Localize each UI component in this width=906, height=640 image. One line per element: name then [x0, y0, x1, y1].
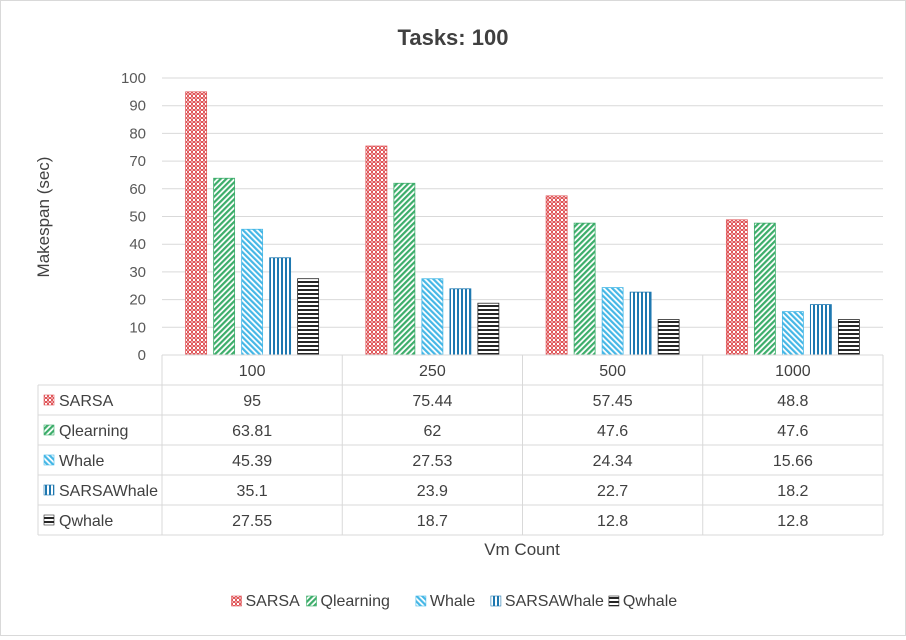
table-cell: 48.8	[777, 393, 808, 410]
table-cell: 57.45	[593, 393, 633, 410]
y-tick-label: 20	[129, 292, 146, 309]
table-cell: 45.39	[232, 453, 272, 470]
table-cell: 18.7	[417, 513, 448, 530]
table-series-name: Whale	[59, 453, 104, 470]
bar-qlearning-1000	[753, 222, 776, 356]
table-cell: 22.7	[597, 483, 628, 500]
bar-whale-500	[601, 287, 624, 356]
table-series-name: Qlearning	[59, 423, 128, 440]
bar-qlearning-250	[393, 182, 416, 356]
table-cell: 18.2	[777, 483, 808, 500]
legend-item: SARSA	[231, 593, 301, 610]
bar-qwhale-250	[477, 302, 500, 356]
table-cell: 12.8	[597, 513, 628, 530]
y-axis-label: Makespan (sec)	[34, 157, 53, 278]
bar-qlearning-500	[573, 222, 596, 356]
legend-label: Whale	[430, 593, 475, 610]
legend: SARSA Qlearning Whale SARSAWhale Qwhale	[231, 593, 677, 610]
legend-key	[608, 595, 620, 607]
legend-label: SARSAWhale	[505, 593, 604, 610]
legend-item: Qlearning	[306, 593, 390, 610]
bar-sarsawhale-500	[629, 291, 652, 356]
legend-label: Qlearning	[321, 593, 390, 610]
bar-sarsa-1000	[725, 219, 748, 356]
bar-whale-1000	[781, 311, 804, 356]
bar-sarsa-250	[365, 145, 388, 356]
bar-qwhale-100	[297, 278, 320, 356]
legend-item: SARSAWhale	[490, 593, 604, 610]
legend-key	[490, 595, 502, 607]
bars	[185, 91, 860, 356]
y-tick-label: 0	[138, 347, 146, 364]
table-cell: 27.55	[232, 513, 272, 530]
bar-sarsa-500	[545, 195, 568, 356]
y-tick-label: 100	[121, 70, 146, 87]
table-series-name: Qwhale	[59, 513, 113, 530]
legend-key	[306, 595, 317, 607]
x-tick-label: 1000	[775, 363, 811, 380]
x-tick-label: 100	[239, 363, 266, 380]
legend-key	[231, 595, 242, 607]
table-cell: 95	[243, 393, 261, 410]
legend-item: Whale	[415, 593, 475, 610]
table-series-name: SARSA	[59, 393, 114, 410]
bar-sarsawhale-1000	[809, 304, 832, 356]
y-tick-label: 50	[129, 209, 146, 226]
bar-sarsawhale-250	[449, 288, 472, 356]
table-legend-key	[43, 484, 55, 496]
bar-whale-100	[241, 228, 264, 356]
y-tick-label: 90	[129, 98, 146, 115]
y-tick-label: 10	[129, 319, 146, 336]
y-tick-label: 80	[129, 125, 146, 142]
table-cell: 47.6	[597, 423, 628, 440]
y-tick-label: 40	[129, 236, 146, 253]
x-tick-label: 250	[419, 363, 446, 380]
bar-sarsa-100	[185, 91, 208, 356]
table-cell: 63.81	[232, 423, 272, 440]
table-cell: 23.9	[417, 483, 448, 500]
table-cell: 27.53	[412, 453, 452, 470]
chart-title: Tasks: 100	[398, 25, 509, 50]
bar-qwhale-500	[657, 319, 680, 356]
table-cell: 12.8	[777, 513, 808, 530]
data-table: 100 250 500 1000 SARSA 95 75.44 57.45 48.8 Qlearn…	[37, 354, 884, 536]
table-cell: 75.44	[412, 393, 452, 410]
table-legend-key	[43, 424, 55, 436]
y-tick-label: 30	[129, 264, 146, 281]
x-axis-label: Vm Count	[484, 540, 560, 559]
table-cell: 15.66	[773, 453, 813, 470]
table-cell: 62	[423, 423, 441, 440]
table-legend-key	[43, 514, 55, 526]
bar-sarsawhale-100	[269, 257, 292, 356]
table-series-name: SARSAWhale	[59, 483, 158, 500]
y-tick-labels: 0 10 20 30 40 50 60 70 80 90 100	[121, 70, 146, 364]
bar-whale-250	[421, 278, 444, 356]
table-legend-key	[43, 454, 55, 466]
legend-key	[415, 595, 427, 607]
table-legend-key	[43, 394, 55, 406]
table-cell: 24.34	[593, 453, 633, 470]
legend-label: Qwhale	[623, 593, 677, 610]
legend-item: Qwhale	[608, 593, 677, 610]
table-cell: 47.6	[777, 423, 808, 440]
bar-qwhale-1000	[837, 319, 860, 356]
bar-qlearning-100	[213, 177, 236, 356]
y-tick-label: 60	[129, 181, 146, 198]
legend-label: SARSA	[246, 593, 301, 610]
y-tick-label: 70	[129, 153, 146, 170]
table-cell: 35.1	[237, 483, 268, 500]
x-tick-label: 500	[599, 363, 626, 380]
